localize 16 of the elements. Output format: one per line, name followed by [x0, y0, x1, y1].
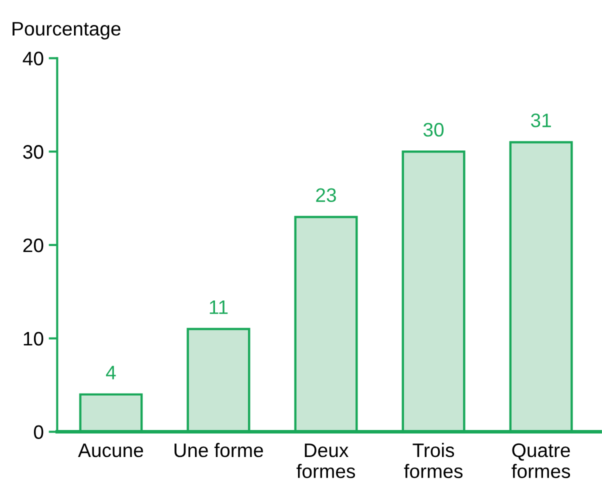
- y-tick-label: 30: [23, 145, 44, 159]
- x-tick-label: Quatre formes: [512, 443, 570, 478]
- y-axis-title: Pourcentage: [12, 22, 120, 40]
- y-tick-label: 0: [34, 425, 44, 440]
- y-tick-label: 40: [22, 52, 44, 66]
- data-label: 11: [210, 300, 228, 314]
- y-tick-label: 10: [24, 332, 44, 346]
- data-label: 23: [316, 188, 336, 202]
- x-tick-label: Trois formes: [404, 442, 463, 478]
- x-tick-label: Aucune: [78, 444, 144, 458]
- data-label: 4: [106, 366, 116, 380]
- x-tick-label: Une forme: [174, 442, 264, 458]
- data-label: 31: [530, 114, 551, 128]
- x-tick-label: Deux formes: [296, 444, 356, 478]
- data-label: 30: [423, 122, 444, 137]
- y-tick-label: 20: [23, 238, 44, 252]
